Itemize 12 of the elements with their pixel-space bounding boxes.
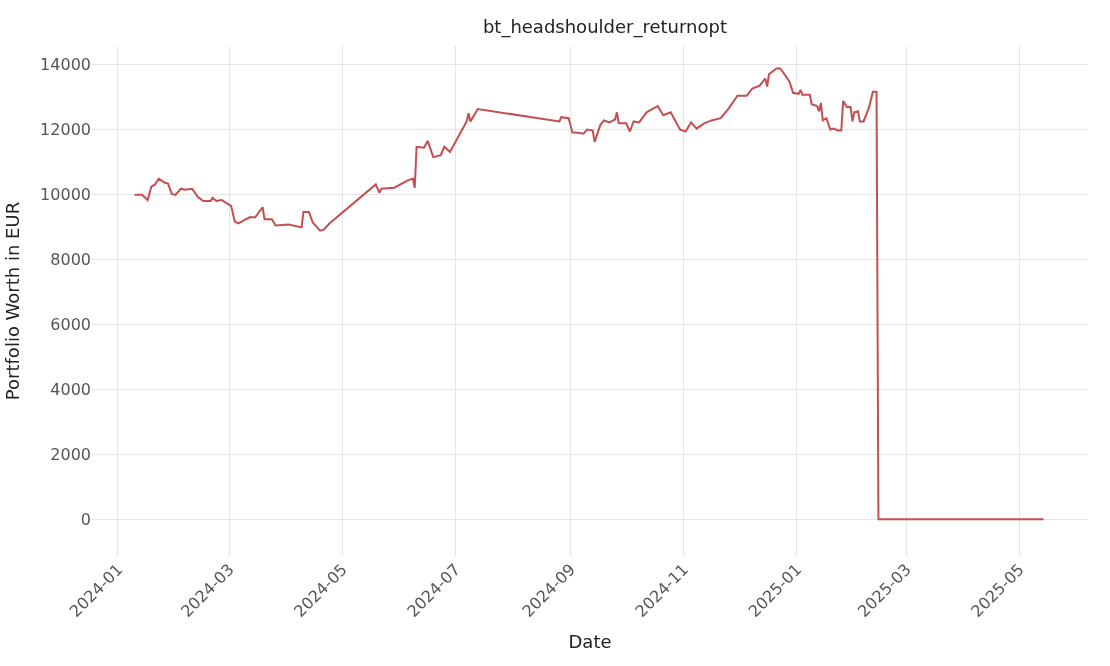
y-tick-label: 2000: [50, 444, 91, 464]
y-tick-label: 0: [80, 509, 91, 529]
y-tick-label: 12000: [40, 119, 91, 139]
y-tick-label: 4000: [50, 379, 91, 399]
y-tick-label: 14000: [40, 54, 91, 74]
y-axis-title: Portfolio Worth in EUR: [2, 201, 24, 401]
y-tick-label: 8000: [50, 249, 91, 269]
x-axis-title: Date: [568, 630, 612, 652]
y-tick-label: 10000: [40, 184, 91, 204]
chart-title: bt_headshoulder_returnopt: [482, 15, 727, 38]
y-tick-label: 6000: [50, 314, 91, 334]
line-series: [133, 67, 1045, 521]
